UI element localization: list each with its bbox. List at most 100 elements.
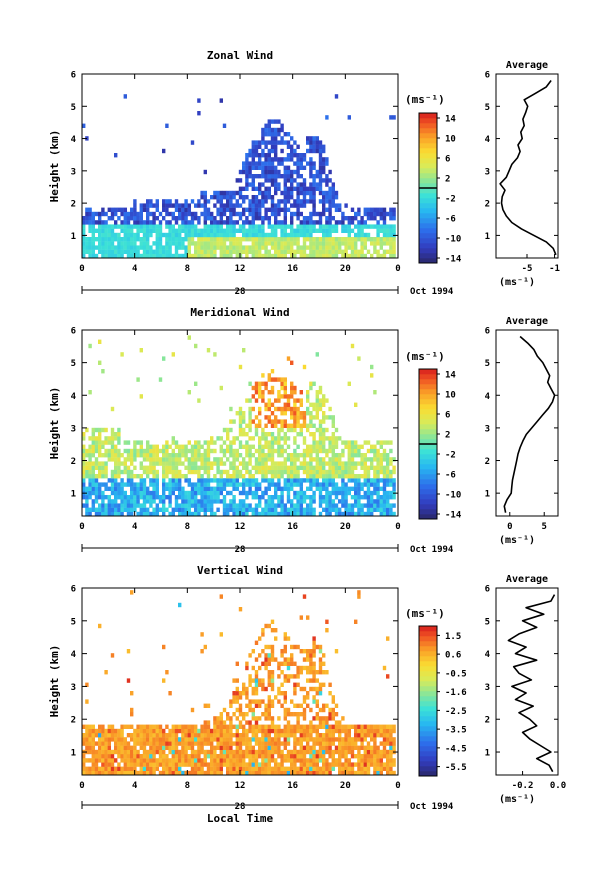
- heatmap-cell: [341, 490, 345, 496]
- heatmap-cell: [296, 724, 300, 729]
- heatmap-cell: [203, 440, 207, 445]
- heatmap-cell: [302, 453, 307, 458]
- heatmap-cell: [110, 724, 115, 729]
- heatmap-cell: [174, 733, 179, 738]
- heatmap-cell: [309, 144, 313, 149]
- heatmap-cell: [181, 499, 185, 504]
- profile-y-tick-label: 6: [485, 327, 490, 337]
- heatmap-cell: [206, 490, 211, 496]
- heatmap-cell: [331, 716, 335, 721]
- heatmap-cell: [219, 632, 223, 637]
- heatmap-cell: [123, 440, 127, 445]
- heatmap-cell: [318, 148, 323, 154]
- heatmap-cell: [309, 190, 313, 196]
- heatmap-cell: [258, 511, 262, 517]
- heatmap-cell: [178, 211, 182, 217]
- heatmap-cell: [219, 482, 223, 487]
- heatmap-cell: [286, 733, 291, 738]
- heatmap-cell: [267, 132, 271, 137]
- heatmap-cell: [322, 237, 326, 242]
- heatmap-cell: [261, 469, 265, 475]
- heatmap-cell: [130, 495, 134, 500]
- heatmap-cell: [293, 745, 297, 750]
- heatmap-cell: [357, 503, 361, 508]
- heatmap-cell: [120, 253, 124, 259]
- heatmap-cell: [283, 503, 287, 508]
- heatmap-cell: [322, 228, 326, 233]
- heatmap-cell: [158, 228, 163, 233]
- heatmap-cell: [98, 436, 102, 441]
- heatmap-cell: [94, 448, 99, 454]
- heatmap-cell: [219, 461, 223, 466]
- heatmap-cell: [216, 220, 220, 225]
- heatmap-cell: [155, 207, 159, 212]
- heatmap-cell: [312, 245, 316, 250]
- heatmap-cell: [312, 495, 316, 500]
- x-tick-label: 20: [340, 781, 351, 791]
- heatmap-cell: [309, 381, 313, 386]
- heatmap-cell: [206, 440, 211, 445]
- heatmap-cell: [238, 607, 243, 612]
- heatmap-cell: [203, 728, 207, 734]
- heatmap-cell: [389, 503, 393, 508]
- heatmap-cell: [155, 249, 159, 254]
- heatmap-cell: [286, 140, 291, 145]
- heatmap-cell: [139, 444, 143, 449]
- heatmap-cell: [386, 457, 390, 462]
- heatmap-cell: [267, 766, 271, 771]
- heatmap-cell: [203, 203, 207, 208]
- heatmap-cell: [306, 733, 310, 738]
- heatmap-cell: [133, 211, 137, 217]
- heatmap-cell: [94, 461, 99, 466]
- heatmap-cell: [178, 486, 182, 491]
- heatmap-cell: [267, 707, 271, 713]
- heatmap-cell: [158, 762, 163, 767]
- heatmap-cell: [274, 758, 278, 763]
- colorbar-segment: [419, 424, 437, 430]
- heatmap-cell: [341, 216, 345, 221]
- heatmap-cell: [248, 745, 252, 750]
- heatmap-cell: [245, 749, 249, 755]
- heatmap-cell: [261, 724, 265, 729]
- heatmap-cell: [274, 628, 278, 633]
- heatmap-cell: [136, 499, 140, 504]
- heatmap-cell: [379, 457, 383, 462]
- heatmap-cell: [363, 749, 367, 755]
- heatmap-cell: [386, 495, 390, 500]
- heatmap-cell: [331, 699, 335, 704]
- heatmap-cell: [203, 245, 207, 250]
- heatmap-cell: [299, 245, 303, 250]
- heatmap-cell: [203, 448, 207, 454]
- heatmap-cell: [123, 745, 127, 750]
- heatmap-cell: [104, 737, 108, 742]
- heatmap-cell: [117, 749, 121, 755]
- heatmap-cell: [203, 499, 207, 504]
- heatmap-cell: [187, 728, 191, 734]
- heatmap-cell: [328, 495, 332, 500]
- heatmap-cell: [309, 165, 313, 170]
- heatmap-cell: [226, 245, 230, 250]
- heatmap-cell: [149, 745, 153, 750]
- heatmap-cell: [325, 495, 329, 500]
- heatmap-cell: [392, 486, 396, 491]
- heatmap-cell: [130, 253, 134, 259]
- heatmap-cell: [264, 762, 268, 767]
- heatmap-cell: [366, 207, 371, 212]
- heatmap-cell: [245, 245, 249, 250]
- heatmap-cell: [200, 770, 204, 776]
- heatmap-cell: [187, 237, 191, 242]
- heatmap-cell: [318, 237, 323, 242]
- heatmap-cell: [274, 482, 278, 487]
- heatmap-cell: [312, 253, 316, 259]
- heatmap-cell: [91, 754, 95, 759]
- heatmap-cell: [210, 249, 214, 254]
- heatmap-cell: [293, 737, 297, 742]
- heatmap-cell: [283, 724, 287, 729]
- heatmap-cell: [110, 770, 115, 776]
- heatmap-cell: [130, 511, 134, 517]
- heatmap-cell: [178, 216, 182, 221]
- heatmap-cell: [200, 749, 204, 755]
- heatmap-cell: [152, 469, 156, 475]
- heatmap-cell: [267, 419, 271, 424]
- heatmap-cell: [216, 758, 220, 763]
